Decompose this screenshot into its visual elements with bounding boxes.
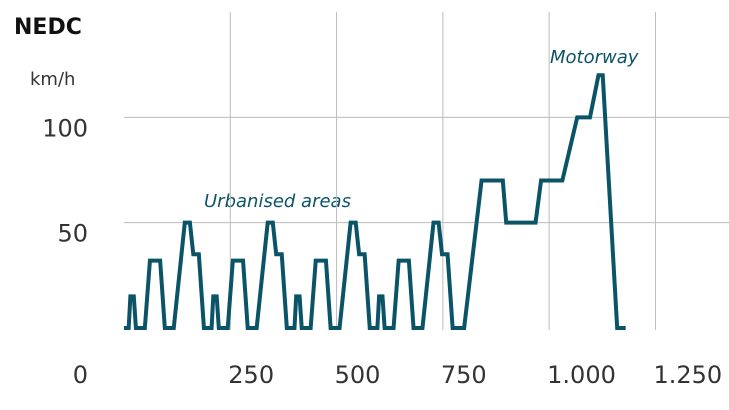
x-tick-label: 1.000 [547,361,616,389]
x-tick-label: 750 [441,361,487,389]
y-tick-label: 0 [73,361,88,389]
chart-title: NEDC [14,15,82,40]
annotation: Motorway [550,47,639,68]
x-tick-label: 250 [228,361,274,389]
y-tick-label: 100 [42,114,88,142]
x-tick-label: 500 [335,361,381,389]
annotation: Urbanised areas [204,191,351,212]
line [124,73,626,330]
y-tick-label: 50 [57,220,88,248]
y-axis-label: km/h [30,69,75,90]
x-tick-label: 1.250 [653,361,722,389]
